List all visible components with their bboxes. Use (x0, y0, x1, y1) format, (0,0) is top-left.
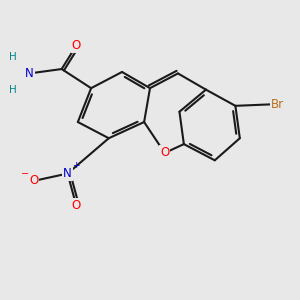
Text: H: H (9, 52, 17, 62)
Text: O: O (160, 146, 169, 159)
Text: +: + (72, 161, 80, 170)
Text: O: O (72, 200, 81, 212)
Text: −: − (21, 169, 29, 178)
Text: N: N (25, 67, 34, 80)
Text: O: O (72, 39, 81, 52)
Text: H: H (9, 85, 17, 94)
Text: Br: Br (271, 98, 284, 111)
Text: O: O (29, 174, 38, 188)
Text: N: N (63, 167, 72, 180)
